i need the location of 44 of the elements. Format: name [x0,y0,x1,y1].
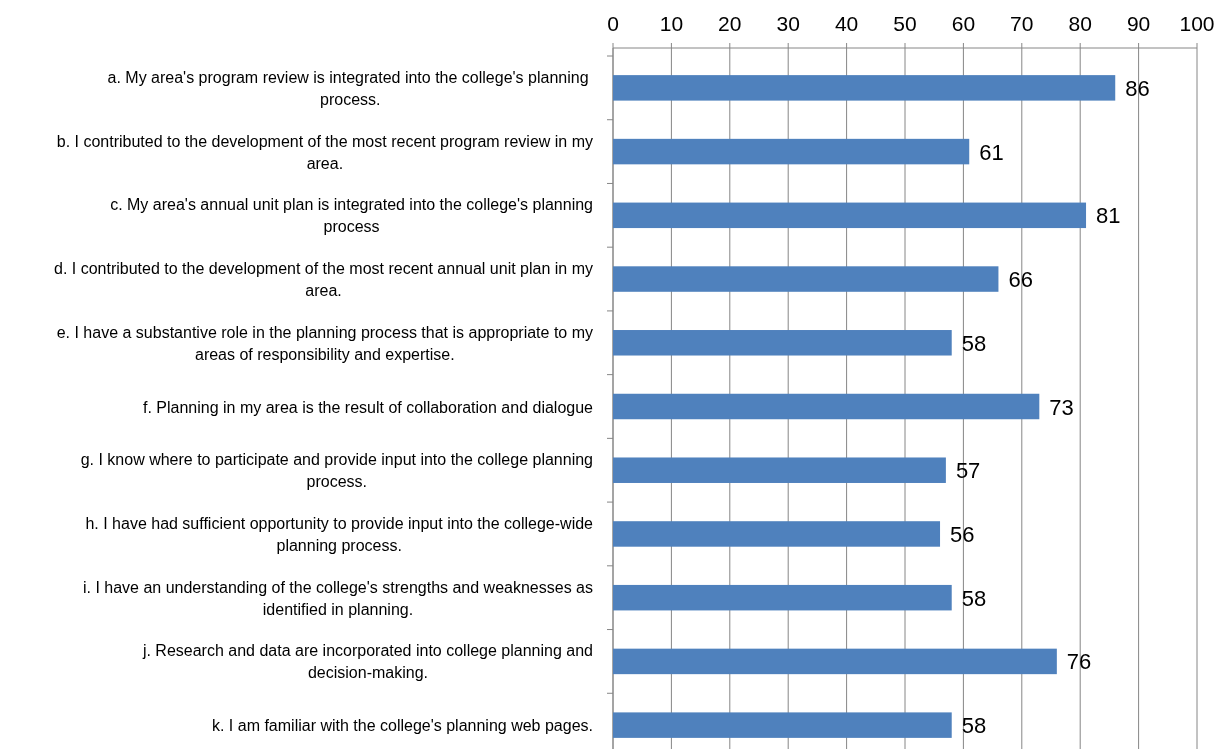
x-tick-label: 30 [776,12,800,35]
bar [613,712,952,738]
x-tick-label: 100 [1179,12,1215,35]
x-tick-label: 50 [893,12,917,35]
data-label: 66 [1008,267,1033,293]
y-tick-label: d. I contributed to the development of the most recent annual unit plan in my area. [54,260,593,300]
data-label: 86 [1125,75,1150,101]
y-tick-label: j. Research and data are incorporated into college planning and decision-making. [141,642,593,682]
y-tick-label: h. I have had sufficient opportunity to provide input into the college-wide planning process. [85,514,594,554]
bar [613,330,952,356]
bar [613,393,1040,420]
bar [613,584,952,611]
y-tick-label: f. Planning in my area is the result of collaboration and dialogue [142,398,594,416]
bar [613,521,941,547]
data-label: 56 [950,521,975,547]
x-tick-label: 60 [951,12,976,35]
bar [613,202,1087,229]
bar [613,266,999,292]
x-tick-label: 10 [659,12,684,35]
x-tick-label: 40 [834,12,859,35]
x-tick-label: 0 [607,12,619,35]
x-tick-label: 80 [1068,12,1092,35]
x-tick-label: 90 [1126,12,1151,35]
bar [613,75,1116,101]
data-label: 58 [961,585,987,611]
y-tick-label: b. I contributed to the development of the most recent program review in my area. [56,132,593,172]
y-tick-label: a. My area's program review is integrated into the college's planning process. [107,68,593,108]
y-tick-label: c. My area's annual unit plan is integrated into the college's planning process [110,196,593,236]
bar [613,648,1057,675]
bar [613,457,946,483]
data-label: 73 [1049,394,1074,420]
data-label: 81 [1096,203,1121,229]
y-tick-label: i. I have an understanding of the college's strengths and weaknesses as identified in planning. [82,578,593,618]
data-label: 57 [955,458,981,484]
bar [613,138,970,165]
x-tick-label: 20 [718,12,742,35]
data-label: 58 [961,713,987,739]
y-tick-label: g. I know where to participate and provide input into the college planning process. [80,451,593,491]
data-label: 61 [979,139,1004,165]
x-tick-label: 70 [1010,12,1034,35]
data-label: 76 [1066,649,1092,675]
y-tick-label: k. I am familiar with the college's planning web pages. [211,717,593,735]
data-label: 58 [961,330,987,356]
y-tick-label: e. I have a substantive role in the planning process that is appropriate to my areas of responsibility and expertise. [56,323,593,363]
